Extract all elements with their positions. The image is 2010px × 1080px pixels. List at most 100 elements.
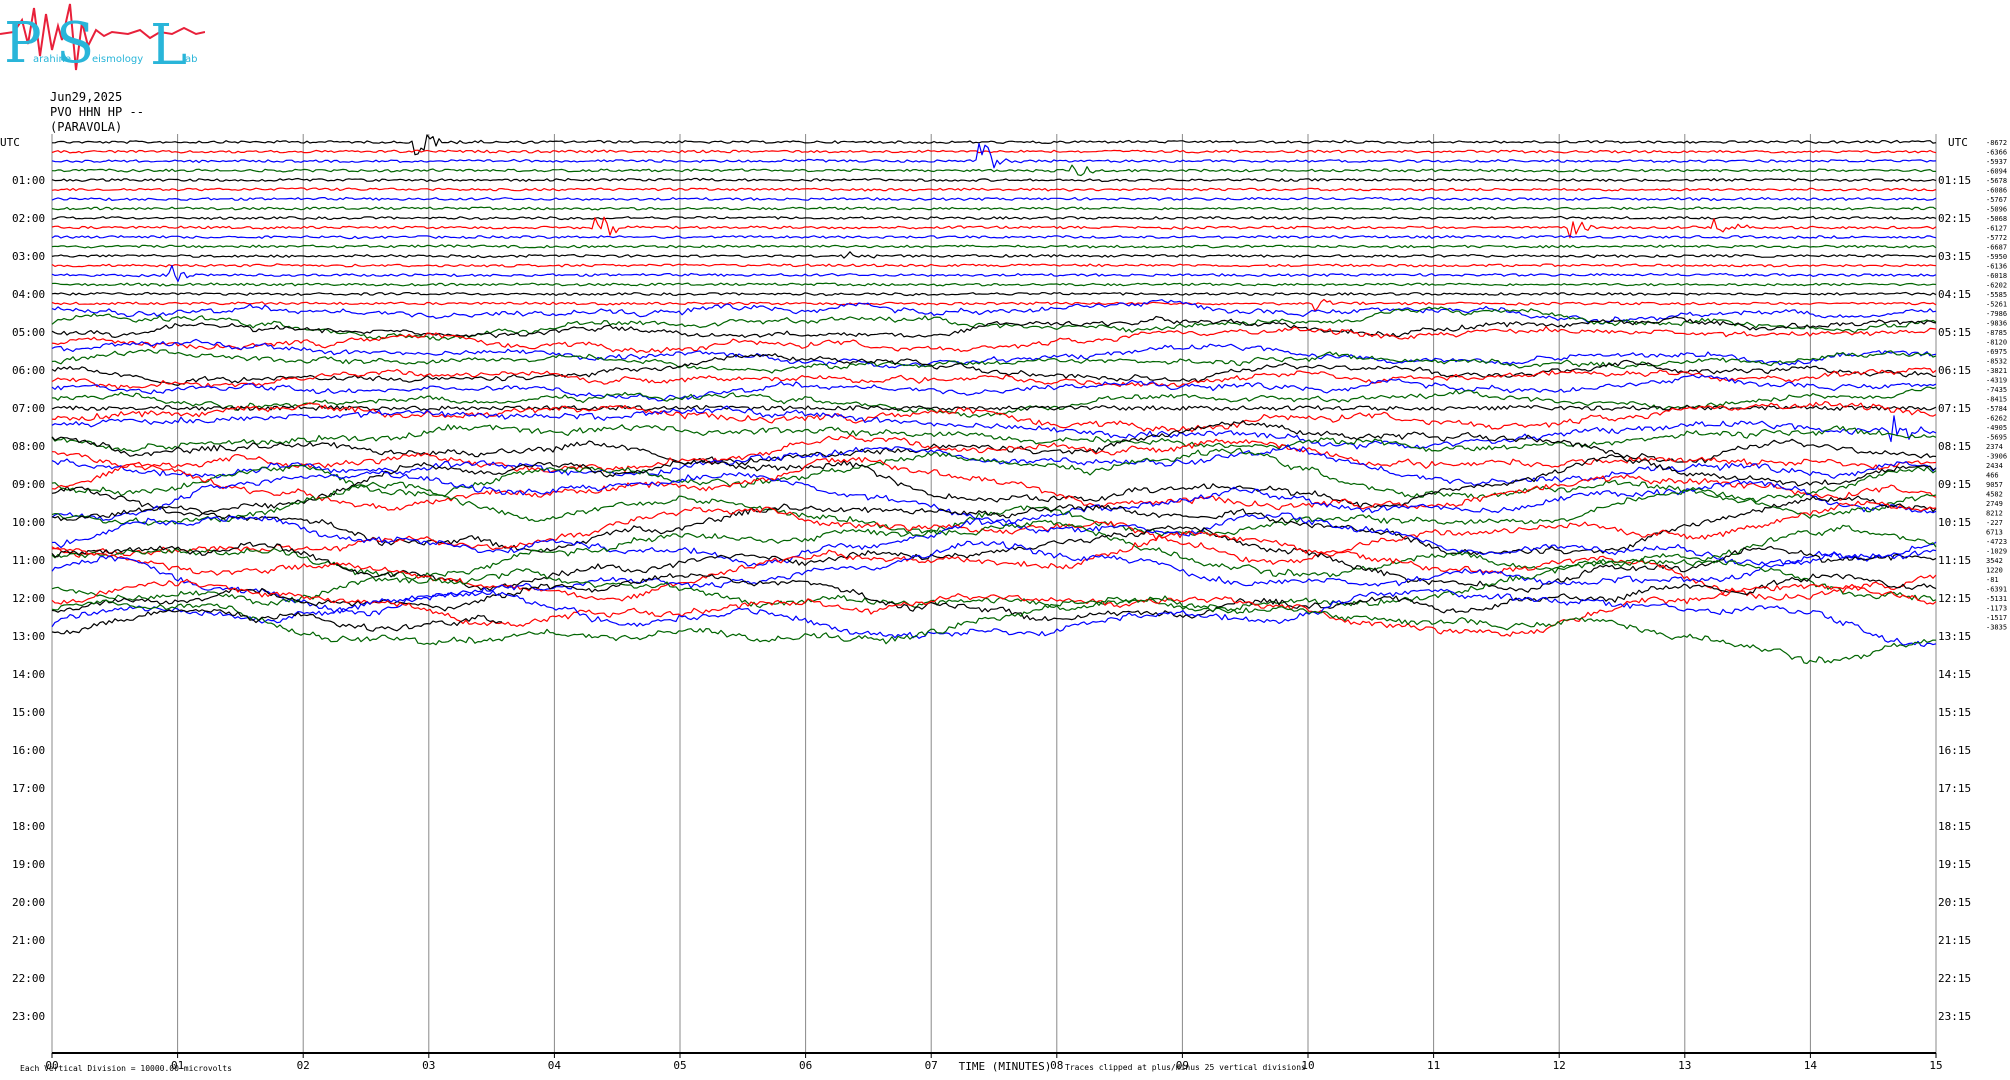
seismic-trace — [51, 481, 1937, 537]
hour-label-right: 17:15 — [1938, 782, 1971, 795]
x-tick-label: 07 — [925, 1059, 938, 1072]
seismic-trace — [51, 348, 1937, 374]
hour-label-right: 10:15 — [1938, 516, 1971, 529]
trace-offset-label: -5937 — [1986, 158, 2007, 166]
seismic-trace — [51, 588, 1937, 648]
hour-label-left: 05:00 — [12, 326, 45, 339]
seismic-trace — [51, 578, 1937, 637]
footer-left-note: Each Vertical Division = 10000.00 microv… — [20, 1064, 232, 1073]
hour-label-right: 01:15 — [1938, 174, 1971, 187]
header-station: (PARAVOLA) — [50, 120, 123, 134]
trace-offset-label: -7986 — [1986, 310, 2007, 318]
hour-label-right: 19:15 — [1938, 858, 1971, 871]
trace-offset-label: -6094 — [1986, 168, 2007, 176]
seismic-trace — [51, 264, 1937, 282]
trace-offset-label: 9057 — [1986, 481, 2003, 489]
trace-offset-label: 1220 — [1986, 567, 2003, 575]
trace-offset-label: -1517 — [1986, 614, 2007, 622]
logo-letter-s: S — [56, 11, 94, 76]
seismic-trace — [51, 291, 1937, 297]
seismic-trace — [51, 177, 1937, 183]
hour-label-left: 13:00 — [12, 630, 45, 643]
x-tick-label: 13 — [1678, 1059, 1691, 1072]
seismic-trace — [51, 142, 1937, 169]
trace-offset-label: 8212 — [1986, 510, 2003, 518]
seismic-trace — [51, 164, 1936, 177]
trace-offset-label: -81 — [1986, 576, 1999, 584]
hour-label-left: 11:00 — [12, 554, 45, 567]
trace-offset-label: -3821 — [1986, 367, 2007, 375]
trace-offset-label: -5678 — [1986, 177, 2007, 185]
trace-offset-label: -6136 — [1986, 263, 2007, 271]
hour-label-right: 15:15 — [1938, 706, 1971, 719]
hour-label-left: 06:00 — [12, 364, 45, 377]
axis-labels: 00 01 02 03 04 05 06 07 08 09 10 11 12 13 14 15 TIME (MI… — [0, 136, 2007, 1073]
trace-offset-label: -5131 — [1986, 595, 2007, 603]
hour-label-right: 05:15 — [1938, 326, 1971, 339]
trace-offset-label: -5096 — [1986, 206, 2007, 214]
trace-offset-label: -9836 — [1986, 320, 2007, 328]
trace-offset-label: -5772 — [1986, 234, 2007, 242]
trace-offset-label: -5767 — [1986, 196, 2007, 204]
minute-gridlines — [51, 134, 1937, 1054]
seismic-trace — [51, 338, 1937, 369]
logo-letter-l: L — [150, 13, 187, 78]
hour-label-right: 08:15 — [1938, 440, 1971, 453]
trace-offset-label: -6202 — [1986, 282, 2007, 290]
trace-offset-label: -7435 — [1986, 386, 2007, 394]
hour-label-left: 14:00 — [12, 668, 45, 681]
x-tick-label: 12 — [1553, 1059, 1566, 1072]
trace-offset-label: -6018 — [1986, 272, 2007, 280]
x-tick-label: 09 — [1176, 1059, 1189, 1072]
hour-label-right: 18:15 — [1938, 820, 1971, 833]
hour-label-right: 07:15 — [1938, 402, 1971, 415]
utc-label-right: UTC — [1948, 136, 1968, 149]
hour-label-left: 23:00 — [12, 1010, 45, 1023]
x-tick-label: 03 — [422, 1059, 435, 1072]
trace-offset-label: 2749 — [1986, 500, 2003, 508]
trace-offset-label: -6391 — [1986, 586, 2007, 594]
logo-letter-p: P — [4, 11, 42, 76]
x-tick-label: 14 — [1804, 1059, 1818, 1072]
seismic-trace — [51, 444, 1937, 486]
seismic-trace — [51, 557, 1937, 612]
trace-offset-label: -6366 — [1986, 149, 2007, 157]
hour-label-left: 19:00 — [12, 858, 45, 871]
seismic-trace — [51, 298, 1937, 312]
trace-offset-label: -5784 — [1986, 405, 2007, 413]
seismic-trace — [52, 134, 1937, 156]
seismic-trace — [51, 235, 1937, 240]
trace-offset-label: 4582 — [1986, 491, 2003, 499]
hour-label-left: 07:00 — [12, 402, 45, 415]
x-tick-label: 01 — [171, 1059, 184, 1072]
header-date: Jun29,2025 — [50, 90, 123, 104]
seismic-trace — [51, 251, 1937, 259]
seismic-trace — [51, 404, 1937, 411]
x-tick-label: 06 — [799, 1059, 812, 1072]
trace-offset-label: -8785 — [1986, 329, 2007, 337]
trace-offset-label: -3906 — [1986, 453, 2007, 461]
seismic-trace — [51, 434, 1937, 473]
trace-offset-label: -5261 — [1986, 301, 2007, 309]
seismic-trace — [51, 500, 1937, 565]
seismic-trace — [51, 244, 1937, 249]
trace-offset-label: 6713 — [1986, 529, 2003, 537]
hour-label-right: 16:15 — [1938, 744, 1971, 757]
trace-offset-label: 3542 — [1986, 557, 2003, 565]
seismic-trace — [51, 456, 1937, 511]
x-tick-label: 15 — [1929, 1059, 1942, 1072]
trace-offset-label: 2374 — [1986, 443, 2003, 451]
hour-label-right: 04:15 — [1938, 288, 1971, 301]
hour-label-left: 09:00 — [12, 478, 45, 491]
trace-offset-label: -8532 — [1986, 358, 2007, 366]
trace-offset-label: -227 — [1986, 519, 2003, 527]
header-channel: PVO HHN HP -- — [50, 105, 144, 119]
hour-label-right: 22:15 — [1938, 972, 1971, 985]
trace-offset-label: -6975 — [1986, 348, 2007, 356]
logo-word-1: arahine — [33, 54, 71, 65]
hour-label-right: 09:15 — [1938, 478, 1971, 491]
seismic-trace — [51, 215, 1937, 221]
hour-label-right: 20:15 — [1938, 896, 1971, 909]
seismic-trace — [51, 424, 1937, 453]
trace-offset-label: -4319 — [1986, 377, 2007, 385]
